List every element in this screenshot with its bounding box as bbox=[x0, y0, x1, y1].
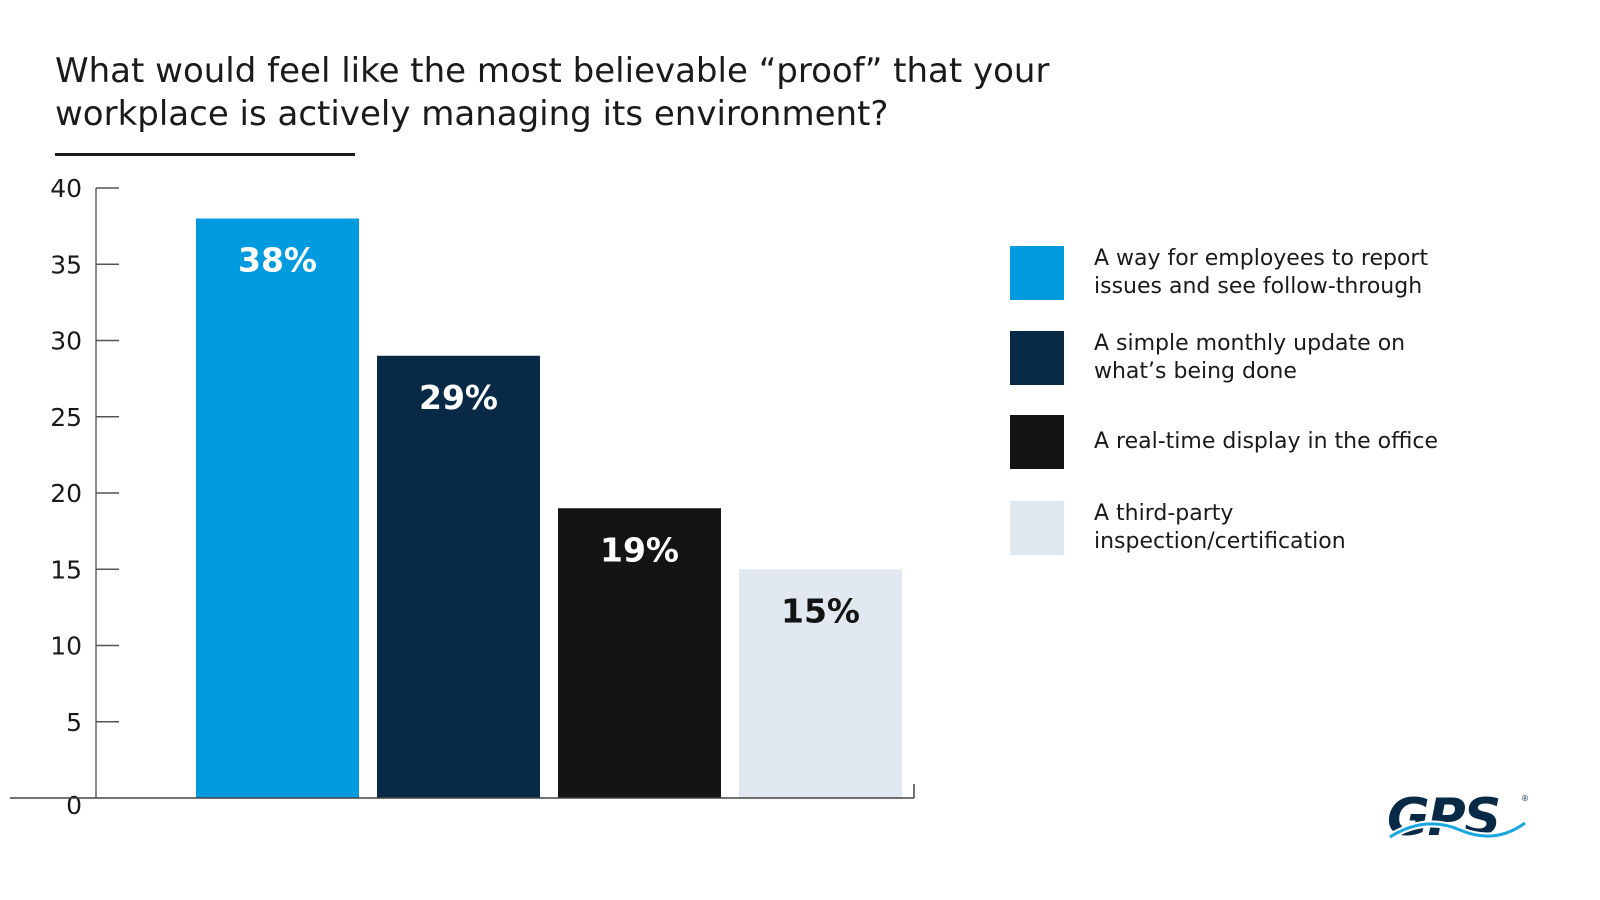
svg-text:®: ® bbox=[1521, 794, 1529, 803]
y-tick-label: 25 bbox=[50, 403, 82, 432]
legend-label: A simple monthly update on what’s being … bbox=[1094, 331, 1406, 384]
legend-swatch bbox=[1010, 331, 1064, 385]
y-tick-label: 40 bbox=[50, 174, 82, 203]
y-tick-label: 0 bbox=[66, 791, 82, 820]
gps-logo: GPS ® bbox=[1385, 785, 1535, 859]
chart-title: What would feel like the most believable… bbox=[55, 51, 1050, 134]
y-tick-label: 10 bbox=[50, 632, 82, 661]
legend-label: A real-time display in the office bbox=[1094, 429, 1438, 454]
legend-swatch bbox=[1010, 501, 1064, 555]
bar bbox=[558, 508, 721, 798]
bar-data-label: 15% bbox=[781, 591, 860, 630]
y-tick-label: 15 bbox=[50, 555, 82, 584]
legend-item: A simple monthly update on what’s being … bbox=[1010, 330, 1490, 386]
bar bbox=[377, 355, 540, 798]
legend-swatch bbox=[1010, 246, 1064, 300]
bar-data-label: 38% bbox=[238, 241, 317, 280]
legend-item: A real-time display in the office bbox=[1010, 415, 1490, 469]
legend-label: A way for employees to report issues and… bbox=[1094, 246, 1429, 299]
legend-item: A way for employees to report issues and… bbox=[1010, 245, 1490, 301]
bar-data-label: 29% bbox=[419, 378, 498, 417]
y-tick-label: 30 bbox=[50, 327, 82, 356]
y-tick-label: 35 bbox=[50, 250, 82, 279]
y-tick-label: 20 bbox=[50, 479, 82, 508]
bar-data-label: 19% bbox=[600, 530, 679, 569]
legend-swatch bbox=[1010, 415, 1064, 469]
y-tick-label: 5 bbox=[66, 708, 82, 737]
bar bbox=[196, 218, 359, 798]
legend-item: A third-party inspection/certification bbox=[1010, 500, 1490, 556]
bar bbox=[739, 569, 902, 798]
legend-label: A third-party inspection/certification bbox=[1094, 501, 1346, 554]
title-underline bbox=[55, 153, 355, 156]
